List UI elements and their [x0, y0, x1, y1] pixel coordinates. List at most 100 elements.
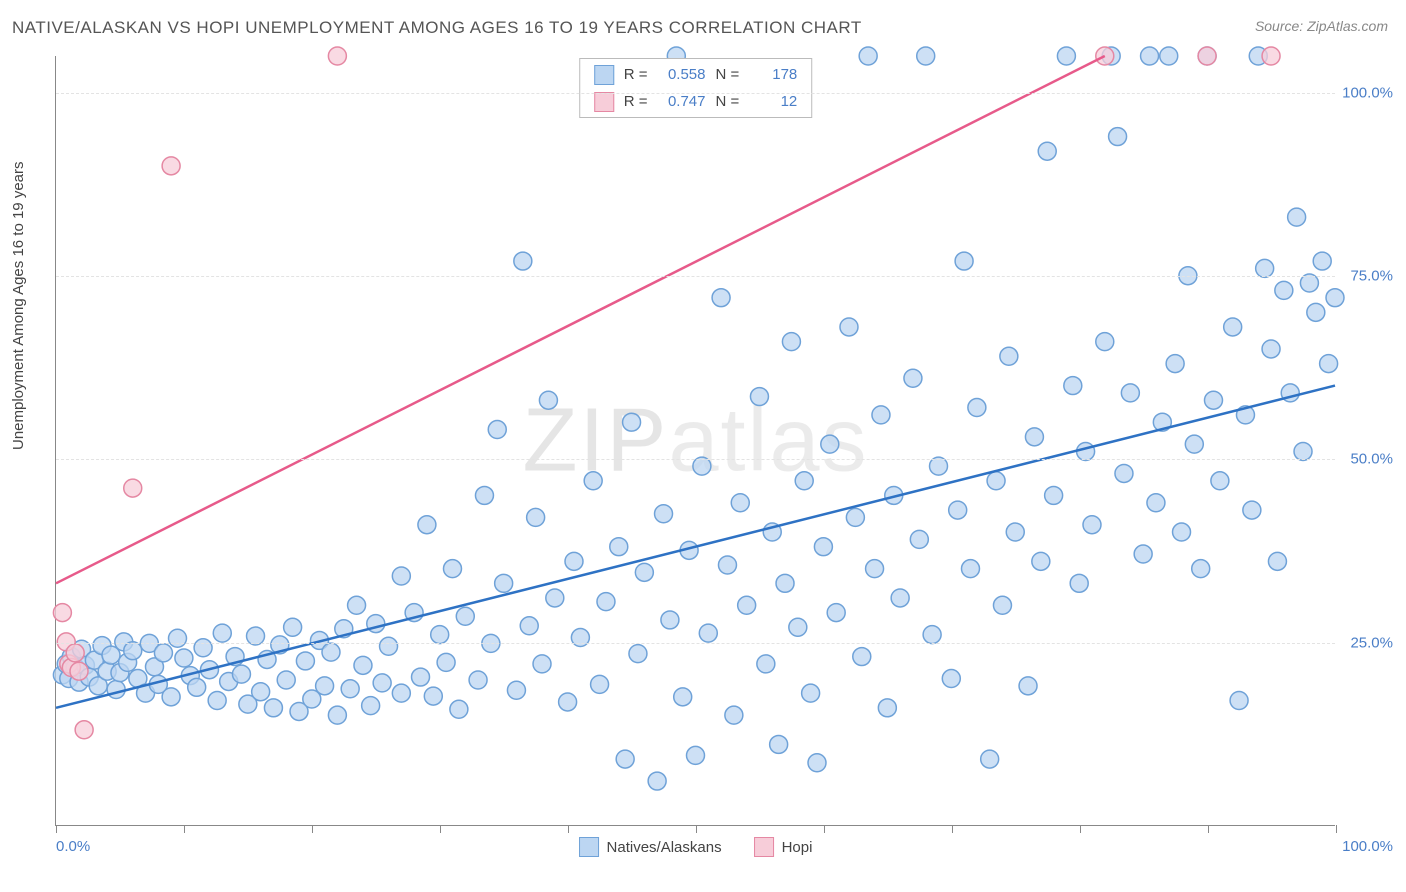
data-point — [891, 589, 909, 607]
data-point — [354, 656, 372, 674]
data-point — [418, 516, 436, 534]
data-point — [75, 721, 93, 739]
data-point — [1141, 47, 1159, 65]
x-tick — [184, 825, 185, 833]
data-point — [987, 472, 1005, 490]
data-point — [213, 624, 231, 642]
data-point — [107, 681, 125, 699]
data-point — [591, 675, 609, 693]
data-point — [124, 479, 142, 497]
data-point — [194, 639, 212, 657]
data-point — [597, 593, 615, 611]
data-point — [475, 486, 493, 504]
data-point — [1275, 281, 1293, 299]
data-point — [1134, 545, 1152, 563]
legend-series-label: Hopi — [782, 839, 813, 856]
data-point — [1211, 472, 1229, 490]
chart-plot-area: ZIPatlas R =0.558N =178R =0.747N =12 Nat… — [55, 56, 1335, 826]
data-point — [1109, 128, 1127, 146]
data-point — [1070, 574, 1088, 592]
data-point — [1185, 435, 1203, 453]
data-point — [373, 674, 391, 692]
data-point — [154, 644, 172, 662]
x-tick — [312, 825, 313, 833]
data-point — [942, 670, 960, 688]
data-point — [488, 421, 506, 439]
data-point — [1166, 355, 1184, 373]
data-point — [322, 643, 340, 661]
data-point — [949, 501, 967, 519]
data-point — [1262, 340, 1280, 358]
data-point — [955, 252, 973, 270]
data-point — [284, 618, 302, 636]
data-point — [1294, 442, 1312, 460]
legend-n-value: 178 — [749, 61, 797, 88]
data-point — [629, 645, 647, 663]
data-point — [380, 637, 398, 655]
y-tick-label: 25.0% — [1350, 634, 1393, 651]
data-point — [1173, 523, 1191, 541]
data-point — [456, 607, 474, 625]
data-point — [776, 574, 794, 592]
data-point — [1077, 442, 1095, 460]
data-point — [437, 653, 455, 671]
legend-series-item: Hopi — [754, 837, 813, 857]
data-point — [424, 687, 442, 705]
data-point — [699, 624, 717, 642]
data-point — [1205, 391, 1223, 409]
y-tick-label: 50.0% — [1350, 451, 1393, 468]
data-point — [469, 671, 487, 689]
data-point — [571, 629, 589, 647]
data-point — [514, 252, 532, 270]
data-point — [808, 754, 826, 772]
data-point — [495, 574, 513, 592]
data-point — [610, 538, 628, 556]
data-point — [232, 665, 250, 683]
data-point — [70, 662, 88, 680]
data-point — [1288, 208, 1306, 226]
data-point — [655, 505, 673, 523]
data-point — [507, 681, 525, 699]
legend-r-value: 0.558 — [658, 61, 706, 88]
data-point — [1224, 318, 1242, 336]
data-point — [208, 692, 226, 710]
y-axis-label: Unemployment Among Ages 16 to 19 years — [10, 161, 27, 450]
data-point — [821, 435, 839, 453]
data-point — [814, 538, 832, 556]
data-point — [392, 684, 410, 702]
legend-series-label: Natives/Alaskans — [607, 839, 722, 856]
x-tick — [56, 825, 57, 833]
data-point — [725, 706, 743, 724]
data-point — [1192, 560, 1210, 578]
data-point — [731, 494, 749, 512]
data-point — [1000, 347, 1018, 365]
data-point — [252, 683, 270, 701]
gridline-h — [56, 459, 1335, 460]
trend-line — [56, 56, 1105, 583]
data-point — [846, 508, 864, 526]
y-tick-label: 100.0% — [1342, 84, 1393, 101]
data-point — [66, 644, 84, 662]
legend-series: Natives/Alaskans Hopi — [579, 837, 813, 857]
data-point — [565, 552, 583, 570]
gridline-h — [56, 643, 1335, 644]
data-point — [162, 688, 180, 706]
data-point — [616, 750, 634, 768]
data-point — [1032, 552, 1050, 570]
data-point — [1268, 552, 1286, 570]
data-point — [1256, 259, 1274, 277]
data-point — [1320, 355, 1338, 373]
data-point — [802, 684, 820, 702]
data-point — [661, 611, 679, 629]
data-point — [795, 472, 813, 490]
data-point — [770, 735, 788, 753]
x-tick — [568, 825, 569, 833]
data-point — [188, 678, 206, 696]
data-point — [1313, 252, 1331, 270]
data-point — [738, 596, 756, 614]
data-point — [961, 560, 979, 578]
data-point — [1006, 523, 1024, 541]
data-point — [53, 604, 71, 622]
x-tick — [1336, 825, 1337, 833]
data-point — [392, 567, 410, 585]
